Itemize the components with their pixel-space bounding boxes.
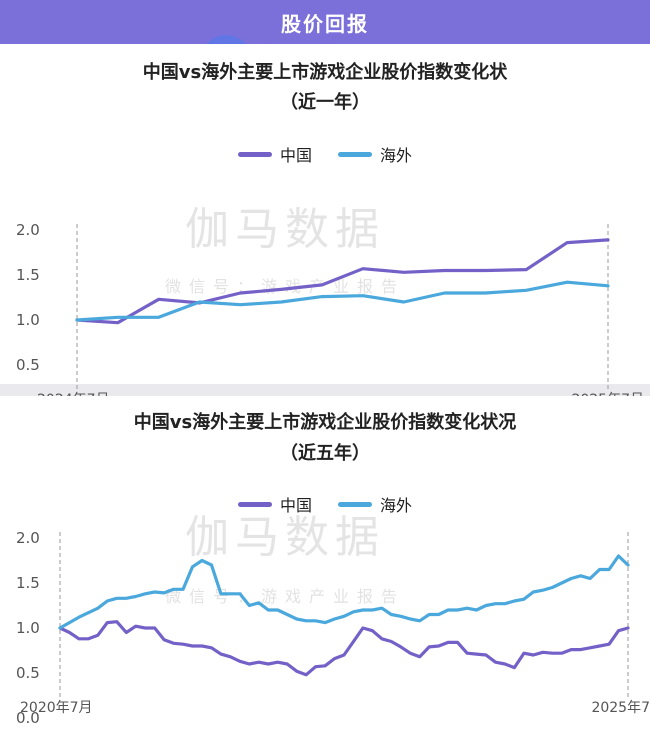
chart-subtitle: （近五年） <box>280 443 370 464</box>
legend-item-overseas: 海外 <box>338 492 412 516</box>
chart-title: 中国vs海外主要上市游戏企业股价指数变化状 <box>142 62 508 83</box>
watermark-brand: 伽马数据 <box>185 204 385 255</box>
y-tick-label: 2.0 <box>16 529 40 547</box>
watermark-sub: 微信号：游戏产业报告 <box>165 587 405 606</box>
series-line-china <box>75 238 610 325</box>
y-tick-label: 1.5 <box>16 266 40 284</box>
watermark-brand: 伽马数据 <box>185 512 385 563</box>
legend-label-china: 中国 <box>279 496 312 515</box>
section-banner: 股价回报 <box>0 0 650 44</box>
chart-panel-five-year: 中国vs海外主要上市游戏企业股价指数变化状况 （近五年） 中国 海外 伽马数据微… <box>0 396 650 744</box>
y-tick-label: 2.0 <box>16 221 40 239</box>
legend-label-china: 中国 <box>279 146 312 165</box>
watermark-sub: 微信号：游戏产业报告 <box>165 277 405 296</box>
x-label-end: 2025年7月 <box>591 700 650 716</box>
legend-swatch-overseas <box>338 151 372 157</box>
y-tick-label: 1.0 <box>16 619 40 637</box>
series-line-overseas <box>58 554 630 630</box>
line-chart-one-year: 伽马数据微信号：游戏产业报告2.01.51.00.50.02024年7月2025… <box>16 204 644 419</box>
chart-panel-one-year: 中国vs海外主要上市游戏企业股价指数变化状 （近一年） 中国 海外 伽马数据微信… <box>0 44 650 419</box>
series-line-china <box>58 620 630 677</box>
chart-title: 中国vs海外主要上市游戏企业股价指数变化状况 <box>133 412 517 433</box>
legend-item-china: 中国 <box>237 492 312 516</box>
y-tick-label: 1.0 <box>16 311 40 329</box>
legend-label-overseas: 海外 <box>380 146 413 165</box>
y-tick-label: 0.5 <box>16 356 40 374</box>
chart-subtitle: （近一年） <box>280 92 370 113</box>
legend-swatch-overseas <box>338 501 372 507</box>
legend-swatch-china <box>237 151 272 157</box>
section-title: 股价回报 <box>281 11 369 36</box>
chart-legend: 中国 海外 <box>0 492 650 516</box>
y-tick-label: 1.5 <box>16 574 40 592</box>
x-label-start: 2020年7月 <box>20 700 93 716</box>
y-tick-label: 0.0 <box>16 709 40 727</box>
legend-label-overseas: 海外 <box>380 496 413 515</box>
legend-item-china: 中国 <box>237 142 312 166</box>
chart-legend: 中国 海外 <box>0 142 650 166</box>
series-line-overseas <box>75 280 610 322</box>
legend-swatch-china <box>237 501 272 507</box>
y-tick-label: 0.5 <box>16 664 40 682</box>
legend-item-overseas: 海外 <box>338 142 412 166</box>
